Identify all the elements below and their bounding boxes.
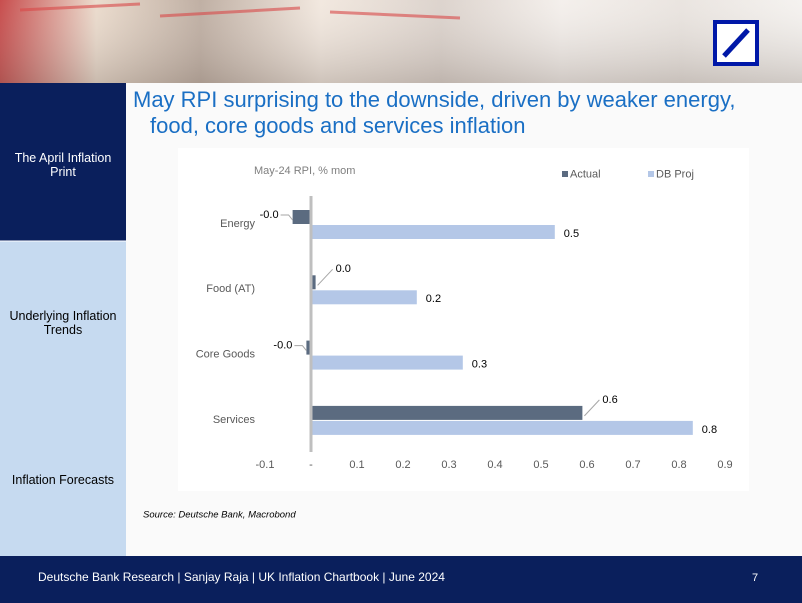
sidebar [0, 241, 126, 556]
x-tick-label: 0.4 [487, 459, 502, 471]
legend-label: DB Proj [656, 168, 694, 180]
y-tick-label: Services [213, 414, 256, 426]
bar [311, 290, 417, 305]
data-label: 0.6 [602, 394, 617, 406]
sidebar-item[interactable]: Inflation Forecasts [12, 473, 114, 487]
data-label: 0.0 [336, 263, 351, 275]
bar [311, 420, 693, 435]
x-tick-label: -0.1 [256, 459, 275, 471]
footer: Deutsche Bank Research | Sanjay Raja | U… [38, 570, 445, 584]
data-label: 0.3 [472, 359, 487, 371]
sidebar-item[interactable]: Underlying Inflation Trends [9, 309, 116, 337]
leader-line [584, 399, 600, 417]
x-tick-label: 0.8 [671, 459, 686, 471]
sidebar-item[interactable]: The April Inflation Print [15, 151, 112, 179]
sidebar-active [0, 83, 126, 241]
footer-bar [0, 556, 802, 603]
plot-area [178, 148, 749, 491]
x-tick-label: 0.6 [579, 459, 594, 471]
header-shade [0, 0, 802, 84]
x-tick-label: 0.3 [441, 459, 456, 471]
legend-swatch [562, 171, 568, 177]
logo [713, 20, 759, 66]
page-number: 7 [752, 572, 758, 584]
bar [311, 405, 583, 420]
x-tick-label: 0.2 [395, 459, 410, 471]
bar [306, 340, 311, 355]
slide-title: May RPI surprising to the downside, driv… [133, 87, 735, 112]
x-tick-label: - [309, 459, 313, 471]
x-tick-label: 0.1 [349, 459, 364, 471]
y-tick-label: Core Goods [196, 349, 256, 361]
slide-title: food, core goods and services inflation [150, 113, 525, 138]
logo-slash [722, 28, 750, 58]
data-label: -0.0 [260, 209, 279, 221]
y-tick-label: Food (AT) [206, 283, 255, 295]
x-tick-label: 0.7 [625, 459, 640, 471]
x-tick-label: 0.9 [717, 459, 732, 471]
leader-line [317, 268, 333, 286]
bar [311, 225, 555, 239]
data-label: 0.2 [426, 293, 441, 305]
bar [292, 210, 311, 224]
chart-subtitle: May-24 RPI, % mom [254, 165, 355, 177]
data-label: 0.8 [702, 424, 717, 436]
x-tick-label: 0.5 [533, 459, 548, 471]
y-tick-label: Energy [220, 218, 255, 230]
leader-line [294, 345, 307, 351]
header-stripes [19, 2, 461, 20]
data-label: -0.0 [273, 340, 292, 352]
leader-line [280, 214, 293, 221]
legend-swatch [648, 171, 654, 177]
bar [311, 275, 316, 290]
legend-label: Actual [570, 168, 601, 180]
bar [311, 355, 463, 370]
data-label: 0.5 [564, 228, 579, 240]
source: Source: Deutsche Bank, Macrobond [143, 510, 296, 521]
